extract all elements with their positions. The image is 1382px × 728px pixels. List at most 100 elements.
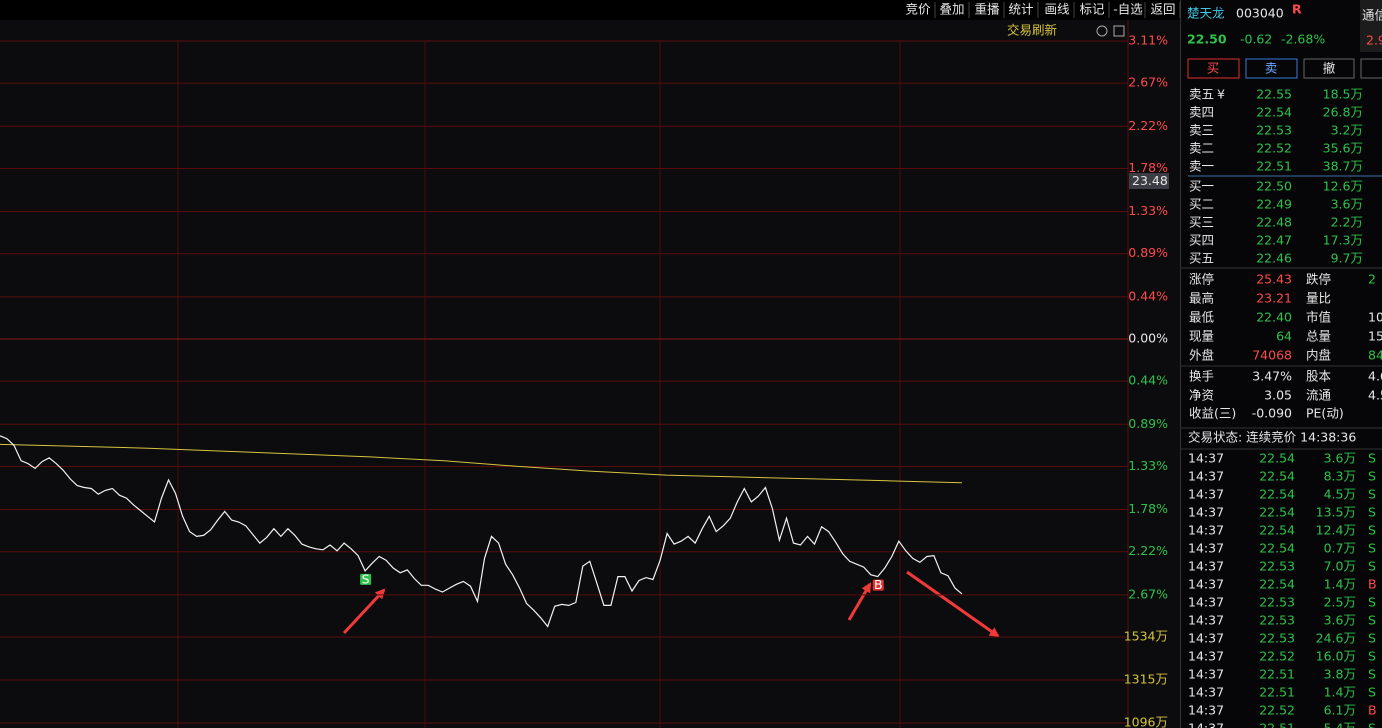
trade-time: 14:37 — [1188, 541, 1224, 556]
order-button-label[interactable]: 撤 — [1323, 61, 1336, 76]
currency-icon: ¥ — [1217, 87, 1225, 102]
trade-volume: 1.4万 — [1324, 685, 1356, 700]
toolbar-button[interactable]: 叠加 — [939, 2, 964, 17]
book-volume: 3.6万 — [1331, 197, 1363, 212]
trade-price: 22.54 — [1259, 541, 1295, 556]
stat-label: 净资 — [1189, 388, 1214, 403]
toolbar-button[interactable]: 返回 — [1150, 2, 1175, 17]
price-line — [0, 435, 963, 628]
trade-side: S — [1368, 685, 1376, 700]
stat-value: 2 — [1368, 272, 1376, 287]
refresh-label[interactable]: 交易刷新 — [1007, 23, 1057, 38]
trade-side: S — [1368, 559, 1376, 574]
trade-volume: 7.0万 — [1324, 559, 1356, 574]
stat-label: 总量 — [1306, 329, 1331, 344]
trade-price: 22.54 — [1259, 451, 1295, 466]
add-icon[interactable] — [1096, 25, 1108, 37]
trade-side: S — [1368, 631, 1376, 646]
order-button-label[interactable]: 卖 — [1265, 61, 1278, 76]
trade-volume: 1.4万 — [1324, 577, 1356, 592]
stat-label: PE(动) — [1306, 406, 1344, 421]
stat-value: 103 — [1368, 310, 1382, 325]
toolbar-button[interactable]: 画线 — [1044, 2, 1070, 17]
toolbar-button[interactable]: 统计 — [1008, 2, 1033, 17]
book-price: 22.54 — [1256, 105, 1292, 120]
stock-badge: R — [1292, 2, 1302, 17]
sell-button[interactable] — [1245, 58, 1298, 79]
sector-value: 2.9 — [1366, 33, 1382, 48]
stat-label: 内盘 — [1306, 348, 1331, 363]
y-tick-label: 0.44% — [1128, 288, 1168, 303]
toolbar-button[interactable]: 标记 — [1079, 2, 1105, 17]
trade-time: 14:37 — [1188, 451, 1224, 466]
price-change: -0.62 — [1240, 32, 1272, 47]
y-tick-label: 2.67% — [1128, 75, 1168, 90]
trade-time: 14:37 — [1188, 523, 1224, 538]
trade-price: 22.54 — [1259, 505, 1295, 520]
trade-volume: 8.3万 — [1324, 469, 1356, 484]
buy-button[interactable] — [1187, 58, 1240, 79]
book-volume: 17.3万 — [1323, 233, 1363, 248]
volume-tick-label: 1315万 — [1124, 672, 1168, 687]
stat-label: 市值 — [1306, 310, 1331, 325]
trade-marker — [360, 573, 372, 585]
sector-tab[interactable] — [1360, 0, 1382, 52]
stat-label: 最高 — [1189, 291, 1214, 306]
trade-side: S — [1368, 505, 1376, 520]
toolbar-button[interactable]: 重播 — [974, 2, 1000, 17]
stat-label: 换手 — [1189, 369, 1214, 384]
stat-label: 最低 — [1189, 310, 1215, 325]
book-price: 22.47 — [1256, 233, 1292, 248]
trade-time: 14:37 — [1188, 559, 1224, 574]
trade-price: 22.54 — [1259, 487, 1295, 502]
stat-label: 外盘 — [1189, 348, 1214, 363]
book-level: 买五 — [1189, 251, 1214, 266]
stat-value: 4.5 — [1368, 388, 1382, 403]
stat-value: 23.21 — [1256, 291, 1292, 306]
trade-time: 14:37 — [1188, 631, 1224, 646]
book-price: 22.46 — [1256, 251, 1292, 266]
trade-side: S — [1368, 721, 1376, 728]
book-volume: 26.8万 — [1323, 105, 1363, 120]
stat-label: 流通 — [1306, 388, 1332, 403]
stat-label: 涨停 — [1189, 272, 1214, 287]
toolbar-button[interactable]: 竞价 — [905, 2, 931, 17]
trade-marker-label: B — [874, 577, 883, 592]
stat-value: 22.40 — [1256, 310, 1292, 325]
stat-value: 3.05 — [1264, 388, 1292, 403]
toolbar-button[interactable]: -自选 — [1113, 2, 1143, 17]
trade-price: 22.51 — [1259, 721, 1295, 728]
cursor-label-box — [1129, 173, 1169, 189]
order-button-label[interactable]: 买 — [1207, 61, 1220, 76]
stat-value: 84 — [1368, 348, 1382, 363]
y-tick-label: 2.22% — [1128, 543, 1168, 558]
y-tick-label: 0.44% — [1128, 373, 1168, 388]
book-price: 22.52 — [1256, 141, 1292, 156]
trade-volume: 13.5万 — [1316, 505, 1356, 520]
trade-volume: 0.7万 — [1324, 541, 1356, 556]
trade-time: 14:37 — [1188, 721, 1224, 728]
trade-time: 14:37 — [1188, 685, 1224, 700]
book-level: 卖二 — [1189, 141, 1214, 156]
toolbar-bar — [0, 0, 1180, 20]
stat-label: 量比 — [1306, 291, 1331, 306]
book-level: 买四 — [1189, 233, 1214, 248]
trade-time: 14:37 — [1188, 505, 1224, 520]
trade-price: 22.51 — [1259, 667, 1295, 682]
trade-side: S — [1368, 523, 1376, 538]
book-price: 22.49 — [1256, 197, 1292, 212]
more-button[interactable] — [1360, 58, 1382, 79]
book-price: 22.55 — [1256, 87, 1292, 102]
cancel-button[interactable] — [1303, 58, 1355, 79]
book-level: 买二 — [1189, 197, 1214, 212]
book-price: 22.48 — [1256, 215, 1292, 230]
window-icon[interactable] — [1113, 25, 1125, 37]
book-level: 买三 — [1189, 215, 1214, 230]
book-price: 22.50 — [1256, 179, 1292, 194]
book-level: 卖三 — [1189, 123, 1214, 138]
vertical-grid — [177, 41, 901, 728]
stat-value: 158 — [1368, 329, 1382, 344]
trade-side: S — [1368, 487, 1376, 502]
trade-volume: 3.8万 — [1324, 667, 1356, 682]
trade-side: S — [1368, 469, 1376, 484]
